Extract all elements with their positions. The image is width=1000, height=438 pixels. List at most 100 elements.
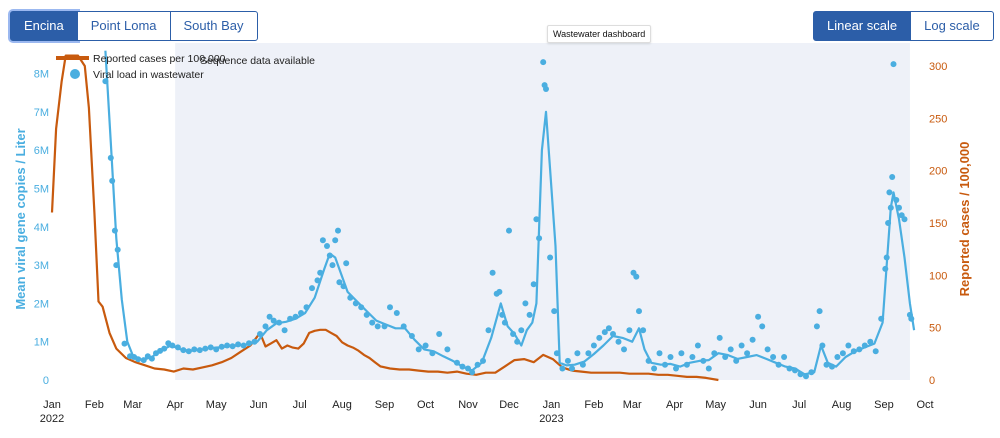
viral-observation-point (610, 331, 616, 337)
x-axis-tick-label: Mar (623, 399, 642, 411)
left-axis-tick-label: 2M (34, 298, 49, 310)
viral-observation-point (834, 354, 841, 360)
viral-observation-point (465, 365, 471, 372)
viral-observation-point (861, 342, 868, 349)
viral-observation-point (533, 216, 540, 223)
viral-observation-point (298, 310, 304, 316)
viral-observation-point (369, 319, 376, 326)
x-axis-tick-label: Sep (375, 399, 395, 411)
viral-observation-point (850, 348, 857, 355)
viral-observation-point (303, 304, 310, 311)
right-axis-tick-label: 150 (929, 218, 947, 230)
viral-observation-point (408, 333, 415, 339)
viral-observation-point (501, 319, 508, 326)
viral-observation-point (651, 365, 658, 372)
viral-observation-point (673, 365, 679, 372)
left-axis: 0 1M 2M 3M 4M 5M 6M 7M 8M (34, 69, 49, 387)
viral-observation-point (436, 331, 443, 337)
right-axis: 0 50 100 150 200 250 300 (929, 61, 947, 387)
viral-observation-point (485, 327, 492, 334)
viral-observation-point (113, 262, 120, 269)
viral-observation-point (191, 346, 198, 353)
legend[interactable]: Reported cases per 100,000 Viral load in… (56, 53, 226, 81)
viral-observation-point (276, 319, 283, 326)
x-axis-tick-label: Aug (832, 399, 852, 411)
viral-observation-point (459, 363, 466, 370)
viral-observation-point (678, 350, 685, 357)
x-axis-tick-label: Nov (458, 399, 478, 411)
viral-observation-point (867, 338, 874, 345)
viral-observation-point (585, 350, 592, 357)
viral-observation-point (640, 327, 647, 334)
viral-observation-point (496, 288, 503, 295)
viral-observation-point (716, 334, 723, 341)
viral-observation-point (400, 323, 407, 330)
x-axis-tick-label: Oct (417, 399, 434, 411)
viral-observation-point (579, 361, 586, 368)
viral-observation-point (474, 361, 481, 368)
left-axis-tick-label: 7M (34, 107, 49, 119)
viral-observation-point (803, 373, 809, 380)
viral-observation-point (135, 356, 142, 363)
left-axis-tick-label: 0 (43, 375, 49, 387)
x-axis-tick-label: Feb (584, 399, 603, 411)
viral-observation-point (786, 365, 793, 372)
viral-observation-point (292, 313, 299, 320)
viral-observation-point (169, 342, 176, 349)
viral-observation-point (174, 344, 181, 351)
viral-observation-point (363, 311, 370, 318)
viral-observation-point (522, 300, 529, 307)
viral-observation-point (551, 308, 558, 315)
linear-scale-button[interactable]: Linear scale (813, 11, 912, 41)
viral-observation-point (207, 344, 214, 351)
x-axis-tick-label: Mar (123, 399, 142, 411)
left-axis-tick-label: 1M (34, 337, 49, 349)
viral-observation-point (553, 350, 560, 357)
viral-observation-point (797, 371, 804, 378)
viral-observation-point (148, 355, 155, 362)
viral-observation-point (518, 327, 525, 334)
viral-observation-point (536, 235, 543, 242)
site-button-south-bay[interactable]: South Bay (169, 11, 258, 41)
viral-observation-point (489, 269, 496, 276)
viral-observation-point (878, 315, 885, 322)
x-axis-tick-label: Feb (85, 399, 104, 411)
log-scale-button[interactable]: Log scale (910, 11, 994, 41)
left-axis-tick-label: 4M (34, 222, 49, 234)
x-axis: Jan 2022 Feb Mar Apr May Jun Jul Aug Sep Oct Nov Dec… (40, 399, 934, 425)
viral-observation-point (781, 354, 788, 360)
viral-observation-point (202, 345, 209, 352)
x-axis-tick-label: May (206, 399, 227, 411)
viral-observation-point (374, 323, 381, 330)
viral-observation-point (317, 269, 324, 276)
viral-observation-point (808, 369, 815, 376)
right-axis-tick-label: 300 (929, 61, 947, 73)
viral-observation-point (813, 323, 820, 330)
viral-observation-point (422, 342, 429, 349)
site-button-encina[interactable]: Encina (10, 11, 78, 41)
x-axis-tick-label: Oct (916, 399, 933, 411)
viral-observation-point (886, 189, 893, 196)
viral-observation-point (636, 308, 642, 315)
viral-observation-point (335, 227, 341, 234)
x-axis-tick-label: Aug (332, 399, 352, 411)
viral-observation-point (530, 281, 537, 288)
viral-observation-point (326, 252, 333, 259)
x-axis-tick-label: Jun (749, 399, 767, 411)
viral-observation-point (543, 86, 549, 92)
viral-observation-point (287, 315, 294, 322)
viral-observations (102, 59, 915, 380)
viral-observation-point (755, 313, 762, 320)
viral-observation-point (352, 300, 359, 307)
right-axis-tick-label: 100 (929, 270, 947, 282)
viral-observation-point (111, 227, 118, 234)
viral-observation-point (109, 177, 116, 184)
right-axis-tick-label: 250 (929, 113, 947, 125)
x-axis-tick-label: Sep (874, 399, 894, 411)
viral-observation-point (102, 78, 109, 85)
right-axis-title: Reported cases / 100,000 (957, 142, 972, 297)
x-axis-year-label: 2022 (40, 413, 64, 425)
site-button-point-loma[interactable]: Point Loma (76, 11, 171, 41)
viral-observation-point (569, 365, 575, 372)
x-axis-tick-label: Jun (250, 399, 268, 411)
